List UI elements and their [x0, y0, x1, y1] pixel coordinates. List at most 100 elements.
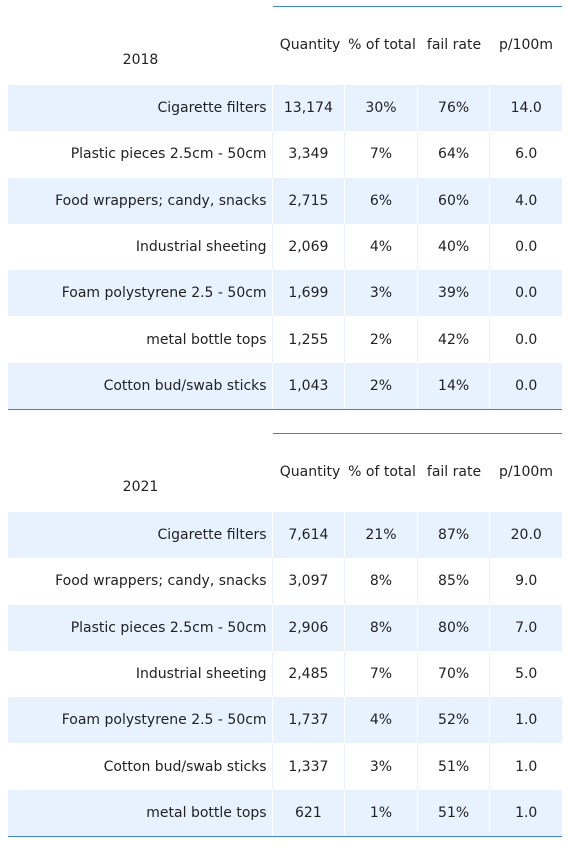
- fail-rate-cell: 51%: [416, 789, 490, 837]
- pct-total-cell: 2%: [344, 362, 417, 410]
- p100m-cell: 0.0: [489, 223, 562, 271]
- quantity-cell: 3,349: [271, 131, 345, 178]
- p100m-cell: 20.0: [489, 512, 562, 559]
- table-header: 2018 Quantity % of total fail rate p/100…: [8, 0, 562, 85]
- quantity-cell: 2,485: [271, 650, 345, 698]
- item-name-cell: Food wrappers; candy, snacks: [55, 573, 267, 590]
- table-row: Plastic pieces 2.5cm - 50cm 3,349 7% 64% 6.0: [8, 131, 562, 178]
- p100m-cell: 9.0: [489, 558, 562, 605]
- table-2021: 2021 Quantity % of total fail rate p/100…: [8, 427, 562, 838]
- item-name-cell: Food wrappers; candy, snacks: [55, 192, 267, 209]
- table-row: Plastic pieces 2.5cm - 50cm 2,906 8% 80% 7.0: [8, 604, 562, 651]
- item-name-cell: Cigarette filters: [157, 527, 267, 544]
- fail-rate-cell: 14%: [416, 362, 490, 410]
- fail-rate-cell: 52%: [416, 697, 490, 744]
- pct-total-cell: 4%: [344, 697, 417, 744]
- fail-rate-cell: 80%: [416, 604, 490, 651]
- fail-rate-cell: 40%: [416, 223, 490, 271]
- pct-total-cell: 6%: [344, 177, 417, 224]
- p100m-cell: 14.0: [489, 85, 562, 132]
- pct-total-cell: 1%: [344, 789, 417, 837]
- fail-rate-cell: 70%: [416, 650, 490, 698]
- p100m-cell: 0.0: [489, 362, 562, 410]
- fail-rate-cell: 76%: [416, 85, 490, 132]
- pct-total-cell: 3%: [344, 270, 417, 317]
- item-name-cell: Plastic pieces 2.5cm - 50cm: [70, 619, 267, 636]
- table-row: Industrial sheeting 2,069 4% 40% 0.0: [8, 223, 562, 271]
- p100m-cell: 5.0: [489, 650, 562, 698]
- table-2018: 2018 Quantity % of total fail rate p/100…: [8, 0, 562, 411]
- pct-total-cell: 8%: [344, 558, 417, 605]
- quantity-cell: 1,737: [271, 697, 345, 744]
- quantity-cell: 1,337: [271, 743, 345, 790]
- table-header: 2021 Quantity % of total fail rate p/100…: [8, 427, 562, 512]
- p100m-cell: 1.0: [489, 789, 562, 837]
- col-fail-rate: fail rate: [426, 37, 482, 53]
- pct-total-cell: 8%: [344, 604, 417, 651]
- table-row: Food wrappers; candy, snacks 2,715 6% 60% 4.…: [8, 177, 562, 224]
- item-name-cell: Foam polystyrene 2.5 - 50cm: [61, 712, 267, 729]
- quantity-cell: 1,699: [271, 270, 345, 317]
- pct-total-cell: 21%: [344, 512, 417, 559]
- fail-rate-cell: 87%: [416, 512, 490, 559]
- table-row: Cotton bud/swab sticks 1,043 2% 14% 0.0: [8, 362, 562, 410]
- p100m-cell: 7.0: [489, 604, 562, 651]
- fail-rate-cell: 51%: [416, 743, 490, 790]
- pct-total-cell: 3%: [344, 743, 417, 790]
- table-row: Industrial sheeting 2,485 7% 70% 5.0: [8, 650, 562, 698]
- quantity-cell: 13,174: [271, 85, 345, 132]
- item-name-cell: metal bottle tops: [146, 331, 267, 348]
- col-quantity: Quantity: [279, 37, 341, 53]
- table-body: Cigarette filters 13,174 30% 76% 14.0 Plastic…: [8, 85, 562, 410]
- item-name-cell: metal bottle tops: [146, 804, 267, 821]
- year-label: 2018: [122, 52, 159, 68]
- bottom-rule: [8, 409, 562, 411]
- item-name-cell: Cotton bud/swab sticks: [103, 758, 267, 775]
- header-rule: [273, 433, 562, 434]
- p100m-cell: 1.0: [489, 697, 562, 744]
- item-name-cell: Foam polystyrene 2.5 - 50cm: [61, 285, 267, 302]
- fail-rate-cell: 85%: [416, 558, 490, 605]
- pct-total-cell: 4%: [344, 223, 417, 271]
- item-name-cell: Plastic pieces 2.5cm - 50cm: [70, 146, 267, 163]
- quantity-cell: 1,043: [271, 362, 345, 410]
- table-row: Foam polystyrene 2.5 - 50cm 1,699 3% 39% 0.0: [8, 270, 562, 317]
- year-label: 2021: [122, 479, 159, 495]
- table-row: Cigarette filters 7,614 21% 87% 20.0: [8, 512, 562, 559]
- quantity-cell: 1,255: [271, 316, 345, 363]
- table-row: Food wrappers; candy, snacks 3,097 8% 85% 9.…: [8, 558, 562, 605]
- p100m-cell: 4.0: [489, 177, 562, 224]
- item-name-cell: Industrial sheeting: [135, 239, 267, 256]
- pct-total-cell: 30%: [344, 85, 417, 132]
- quantity-cell: 7,614: [271, 512, 345, 559]
- col-quantity: Quantity: [279, 464, 341, 480]
- fail-rate-cell: 60%: [416, 177, 490, 224]
- col-pct-total: % of total: [348, 464, 416, 480]
- bottom-rule: [8, 836, 562, 838]
- header-rule: [273, 6, 562, 7]
- quantity-cell: 2,069: [271, 223, 345, 271]
- fail-rate-cell: 39%: [416, 270, 490, 317]
- p100m-cell: 6.0: [489, 131, 562, 178]
- table-body: Cigarette filters 7,614 21% 87% 20.0 Food wra…: [8, 512, 562, 837]
- fail-rate-cell: 42%: [416, 316, 490, 363]
- pct-total-cell: 7%: [344, 650, 417, 698]
- item-name-cell: Cotton bud/swab sticks: [103, 377, 267, 394]
- quantity-cell: 621: [271, 789, 345, 837]
- col-pct-total: % of total: [348, 37, 416, 53]
- item-name-cell: Cigarette filters: [157, 100, 267, 117]
- p100m-cell: 0.0: [489, 270, 562, 317]
- pct-total-cell: 2%: [344, 316, 417, 363]
- quantity-cell: 2,906: [271, 604, 345, 651]
- col-p100m: p/100m: [499, 464, 553, 480]
- fail-rate-cell: 64%: [416, 131, 490, 178]
- table-row: metal bottle tops 621 1% 51% 1.0: [8, 789, 562, 837]
- table-row: metal bottle tops 1,255 2% 42% 0.0: [8, 316, 562, 363]
- quantity-cell: 3,097: [271, 558, 345, 605]
- table-row: Foam polystyrene 2.5 - 50cm 1,737 4% 52% 1.0: [8, 697, 562, 744]
- col-p100m: p/100m: [499, 37, 553, 53]
- p100m-cell: 1.0: [489, 743, 562, 790]
- quantity-cell: 2,715: [271, 177, 345, 224]
- table-row: Cigarette filters 13,174 30% 76% 14.0: [8, 85, 562, 132]
- p100m-cell: 0.0: [489, 316, 562, 363]
